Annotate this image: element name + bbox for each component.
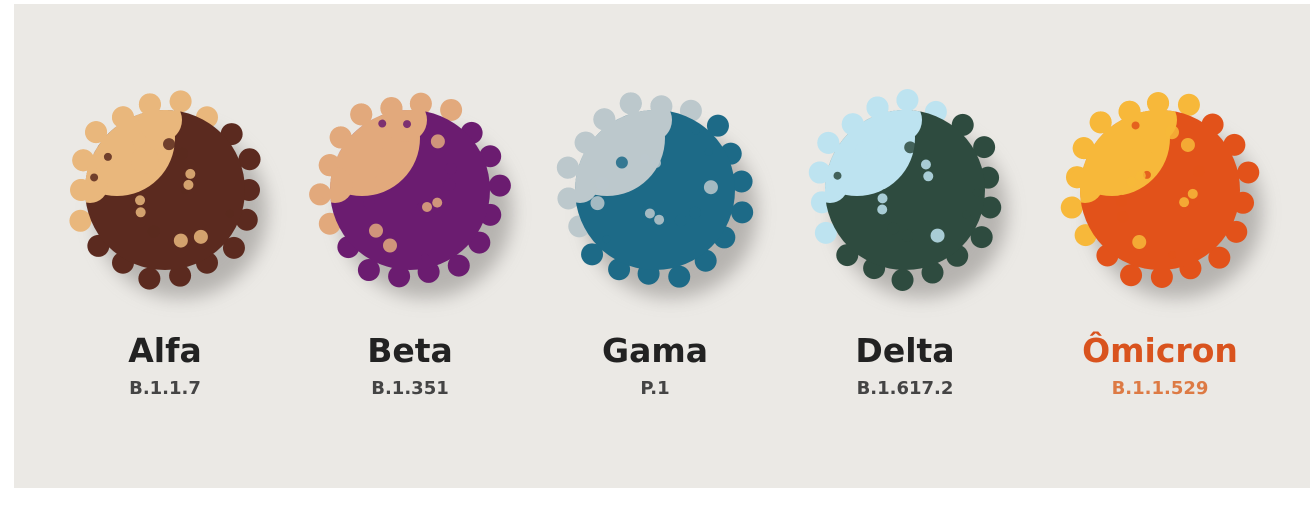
speck: [369, 224, 383, 238]
variant-name: Delta: [855, 331, 954, 370]
speck: [1165, 125, 1179, 139]
spike: [69, 210, 91, 232]
speck: [689, 207, 701, 219]
speck: [163, 138, 175, 150]
speck: [962, 211, 970, 219]
speck: [422, 202, 432, 212]
speck: [651, 158, 661, 168]
speck: [1193, 165, 1205, 177]
speck: [373, 177, 383, 187]
speck: [432, 198, 442, 208]
speck: [877, 205, 887, 215]
speck: [1136, 171, 1146, 181]
speck: [1117, 211, 1129, 223]
spike: [1120, 264, 1142, 286]
spike: [892, 269, 914, 291]
patch: [878, 98, 922, 142]
speck: [135, 195, 145, 205]
speck: [104, 153, 112, 161]
speck: [654, 215, 664, 225]
spike: [668, 266, 690, 288]
spike: [1178, 94, 1200, 116]
patch: [871, 146, 899, 174]
speck: [1126, 176, 1136, 186]
variant-name: Ômicron: [1082, 330, 1238, 370]
speck: [878, 193, 888, 203]
speck: [973, 188, 981, 196]
spike: [138, 268, 160, 290]
speck: [174, 234, 188, 248]
speck: [1132, 235, 1146, 249]
patch: [1126, 146, 1154, 174]
spike: [489, 175, 511, 197]
spike: [1237, 161, 1259, 183]
speck: [923, 171, 933, 181]
speck: [931, 229, 945, 243]
infographic: Alfa B.1.1.7 Beta B.1.351 Gama P.1 Delta B.1.61…: [0, 0, 1314, 514]
speck: [185, 169, 195, 179]
speck: [833, 172, 841, 180]
spike: [239, 148, 261, 170]
speck: [595, 176, 609, 190]
speck: [194, 230, 208, 244]
speck: [640, 154, 650, 164]
speck: [136, 207, 146, 217]
page: Alfa B.1.1.7 Beta B.1.351 Gama P.1 Delta B.1.61…: [0, 0, 1314, 514]
speck: [176, 148, 188, 160]
speck: [1188, 189, 1198, 199]
patch: [376, 146, 404, 174]
speck: [378, 120, 386, 128]
speck: [1179, 197, 1189, 207]
variant-name: Beta: [367, 331, 453, 370]
speck: [1193, 248, 1201, 256]
speck: [692, 127, 700, 135]
patch: [131, 146, 159, 174]
speck: [856, 142, 870, 156]
patch: [1067, 167, 1103, 203]
variant-lineage: B.1.617.2: [857, 378, 954, 399]
speck: [383, 170, 393, 180]
variant-lineage: P.1: [640, 378, 669, 399]
speck: [383, 239, 397, 253]
speck: [1115, 195, 1127, 207]
variant-lineage: B.1.351: [371, 378, 449, 399]
speck: [226, 210, 234, 218]
speck: [421, 253, 429, 261]
spike: [731, 201, 753, 223]
speck: [904, 141, 916, 153]
speck: [445, 163, 457, 175]
speck: [875, 135, 889, 149]
variant-name: Alfa: [128, 331, 201, 370]
variant-lineage: B.1.1.529: [1112, 378, 1209, 399]
patch: [317, 167, 353, 203]
variant-name: Gama: [602, 331, 708, 370]
speck: [1168, 251, 1176, 259]
speck: [921, 159, 931, 169]
speck: [444, 179, 456, 191]
speck: [431, 134, 445, 148]
speck: [645, 208, 655, 218]
speck: [675, 215, 687, 227]
speck: [602, 235, 610, 243]
speck: [363, 197, 375, 209]
speck: [901, 230, 913, 242]
speck: [90, 173, 98, 181]
speck: [183, 180, 193, 190]
speck: [616, 157, 628, 169]
speck: [403, 120, 411, 128]
speck: [132, 133, 146, 147]
speck: [705, 148, 713, 156]
speck: [1181, 138, 1195, 152]
speck: [148, 226, 160, 238]
speck: [590, 196, 604, 210]
speck: [1132, 121, 1140, 129]
patch: [138, 98, 182, 142]
speck: [704, 180, 718, 194]
variant-lineage: B.1.1.7: [129, 378, 201, 399]
speck: [887, 222, 899, 234]
